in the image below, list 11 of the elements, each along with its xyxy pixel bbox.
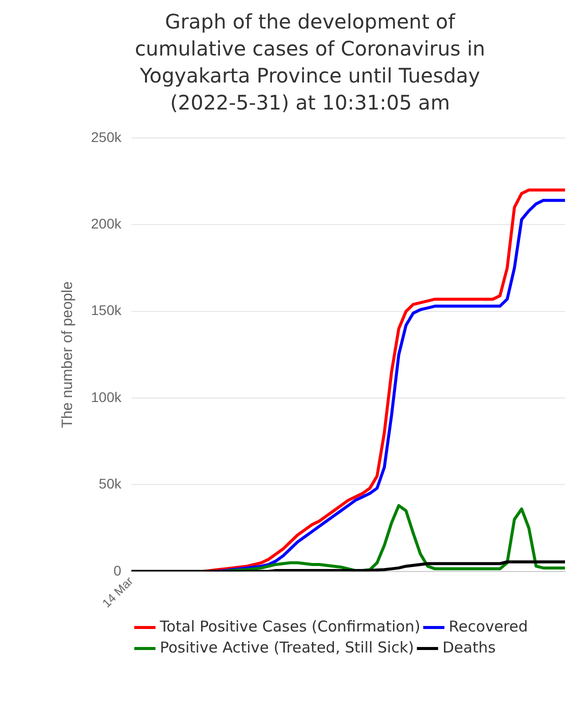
y-tick-label: 150k bbox=[91, 302, 122, 318]
legend-label: Total Positive Cases (Confirmation) bbox=[158, 617, 420, 636]
y-tick-label: 200k bbox=[91, 216, 122, 232]
legend-label: Deaths bbox=[442, 638, 496, 656]
y-axis-title: The number of people bbox=[59, 281, 76, 428]
legend-label: Positive Active (Treated, Still Sick) bbox=[160, 638, 414, 656]
y-tick-label: 100k bbox=[91, 388, 122, 405]
y-tick-label: 50k bbox=[98, 476, 122, 492]
chart-title: Graph of the development of cumulative cases of Coronavirus in Yogyakarta Province until Tuesday (2022-5-31) at 10:31:05 am bbox=[134, 10, 486, 115]
legend-label: Recovered bbox=[448, 617, 528, 636]
y-tick-label: 250k bbox=[91, 128, 122, 145]
